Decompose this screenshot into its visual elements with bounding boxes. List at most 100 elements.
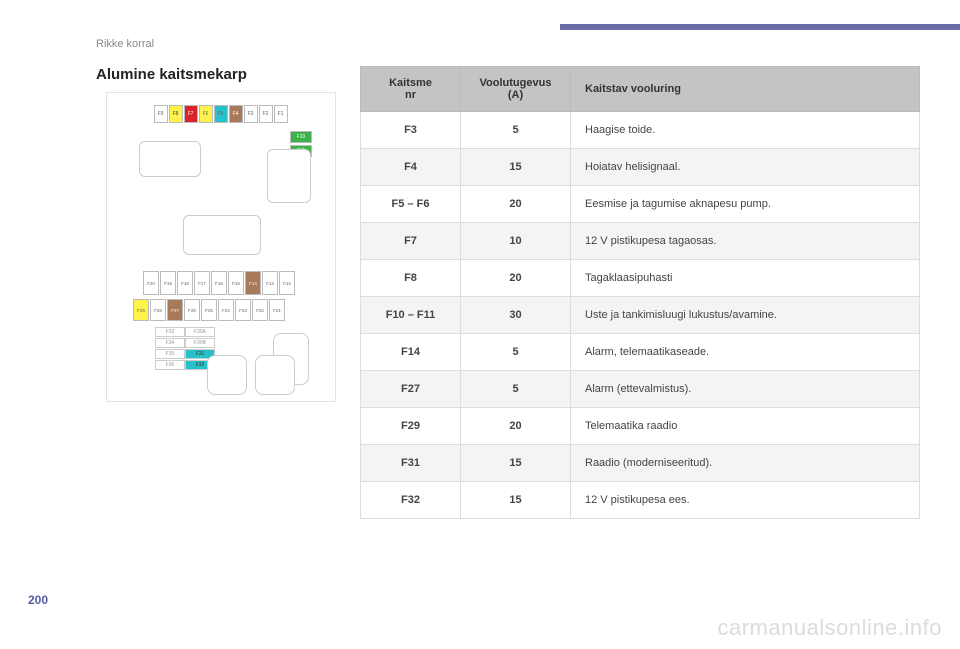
table-row: F321512 V pistikupesa ees. — [361, 482, 920, 519]
fuse-f1: F1 — [274, 105, 288, 123]
table-header-amp-l2: (A) — [508, 89, 523, 101]
fuse-f6: F6 — [199, 105, 213, 123]
table-row: F35Haagise toide. — [361, 112, 920, 149]
fuse-f9: F9 — [154, 105, 168, 123]
fuse-diagram: F9 F8 F7 F6 F5 F4 F3 F2 F1 F10 F11 F20 F… — [106, 92, 336, 402]
cell-num: F32 — [361, 482, 461, 519]
slot-2 — [267, 149, 311, 203]
cell-num: F7 — [361, 223, 461, 260]
fuse-row-bottom: F29 F28 F27 F26 F25 F24 F23 F22 F21 — [133, 299, 286, 321]
page-number: 200 — [28, 593, 48, 607]
cell-num: F3 — [361, 112, 461, 149]
fuse-f35: F35 — [155, 349, 185, 359]
cell-amp: 30 — [461, 297, 571, 334]
fuse-f14: F14 — [245, 271, 261, 295]
fuse-f16: F16 — [211, 271, 227, 295]
fuse-f30b: F30B — [185, 338, 215, 348]
cell-desc: Uste ja tankimisluugi lukustus/avamine. — [571, 297, 920, 334]
fuse-row-top: F9 F8 F7 F6 F5 F4 F3 F2 F1 — [115, 105, 327, 123]
watermark: carmanualsonline.info — [717, 615, 942, 641]
cell-desc: Raadio (moderniseeritud). — [571, 445, 920, 482]
table-header-desc: Kaitstav vooluring — [571, 67, 920, 112]
cell-desc: 12 V pistikupesa ees. — [571, 482, 920, 519]
cell-amp: 5 — [461, 334, 571, 371]
fuse-f24: F24 — [218, 299, 234, 321]
cell-desc: 12 V pistikupesa tagaosas. — [571, 223, 920, 260]
cell-amp: 20 — [461, 186, 571, 223]
table-header-num-l1: Kaitsme — [389, 77, 432, 89]
fuse-f13: F13 — [262, 271, 278, 295]
breadcrumb: Rikke korral — [96, 38, 154, 50]
fuse-pair-block: F33F30A F34F30B F35F31 F36F32 — [155, 327, 215, 371]
fuse-f10: F10 — [290, 131, 312, 143]
table-header-amp: Voolutugevus (A) — [461, 67, 571, 112]
cell-amp: 15 — [461, 445, 571, 482]
cell-desc: Alarm, telemaatikaseade. — [571, 334, 920, 371]
cell-num: F27 — [361, 371, 461, 408]
page-title: Alumine kaitsmekarp — [96, 66, 247, 83]
fuse-f20: F20 — [143, 271, 159, 295]
slot-3 — [183, 215, 261, 255]
table-row: F415Hoiatav helisignaal. — [361, 149, 920, 186]
fuse-f18: F18 — [177, 271, 193, 295]
cell-desc: Telemaatika raadio — [571, 408, 920, 445]
table-header-num: Kaitsme nr — [361, 67, 461, 112]
cell-num: F5 – F6 — [361, 186, 461, 223]
cell-amp: 15 — [461, 482, 571, 519]
fuse-f3: F3 — [244, 105, 258, 123]
table-row: F3115Raadio (moderniseeritud). — [361, 445, 920, 482]
fuse-f19: F19 — [160, 271, 176, 295]
cell-num: F8 — [361, 260, 461, 297]
cell-desc: Alarm (ettevalmistus). — [571, 371, 920, 408]
fuse-f28: F28 — [150, 299, 166, 321]
slot-6 — [255, 355, 295, 395]
cell-num: F14 — [361, 334, 461, 371]
cell-amp: 10 — [461, 223, 571, 260]
fuse-table: Kaitsme nr Voolutugevus (A) Kaitstav voo… — [360, 66, 920, 519]
fuse-f2: F2 — [259, 105, 273, 123]
fuse-f22: F22 — [252, 299, 268, 321]
cell-num: F29 — [361, 408, 461, 445]
cell-desc: Eesmise ja tagumise aknapesu pump. — [571, 186, 920, 223]
cell-desc: Hoiatav helisignaal. — [571, 149, 920, 186]
table-row: F71012 V pistikupesa tagaosas. — [361, 223, 920, 260]
table-row: F275Alarm (ettevalmistus). — [361, 371, 920, 408]
fuse-f4: F4 — [229, 105, 243, 123]
fuse-f26: F26 — [184, 299, 200, 321]
fuse-f25: F25 — [201, 299, 217, 321]
cell-amp: 5 — [461, 112, 571, 149]
table-row: F145Alarm, telemaatikaseade. — [361, 334, 920, 371]
cell-amp: 20 — [461, 260, 571, 297]
slot-1 — [139, 141, 201, 177]
fuse-f5: F5 — [214, 105, 228, 123]
fuse-row-mid: F20 F19 F18 F17 F16 F15 F14 F13 F12 — [143, 271, 296, 295]
cell-num: F4 — [361, 149, 461, 186]
fuse-f8: F8 — [169, 105, 183, 123]
fuse-f15: F15 — [228, 271, 244, 295]
table-header-amp-l1: Voolutugevus — [480, 77, 552, 89]
cell-desc: Tagaklaasipuhasti — [571, 260, 920, 297]
table-row: F2920Telemaatika raadio — [361, 408, 920, 445]
fuse-f33: F33 — [155, 327, 185, 337]
cell-num: F10 – F11 — [361, 297, 461, 334]
fuse-f29: F29 — [133, 299, 149, 321]
table-row: F820Tagaklaasipuhasti — [361, 260, 920, 297]
fuse-f36: F36 — [155, 360, 185, 370]
cell-amp: 20 — [461, 408, 571, 445]
fuse-f21: F21 — [269, 299, 285, 321]
cell-num: F31 — [361, 445, 461, 482]
table-row: F5 – F620Eesmise ja tagumise aknapesu pu… — [361, 186, 920, 223]
fuse-f30a: F30A — [185, 327, 215, 337]
page-accent-bar — [560, 24, 960, 30]
table-body: F35Haagise toide. F415Hoiatav helisignaa… — [361, 112, 920, 519]
table-row: F10 – F1130Uste ja tankimisluugi lukustu… — [361, 297, 920, 334]
slot-5 — [207, 355, 247, 395]
fuse-f34: F34 — [155, 338, 185, 348]
cell-amp: 5 — [461, 371, 571, 408]
fuse-f27: F27 — [167, 299, 183, 321]
cell-amp: 15 — [461, 149, 571, 186]
fuse-f7: F7 — [184, 105, 198, 123]
fuse-f12: F12 — [279, 271, 295, 295]
table-header-num-l2: nr — [405, 89, 416, 101]
fuse-f23: F23 — [235, 299, 251, 321]
